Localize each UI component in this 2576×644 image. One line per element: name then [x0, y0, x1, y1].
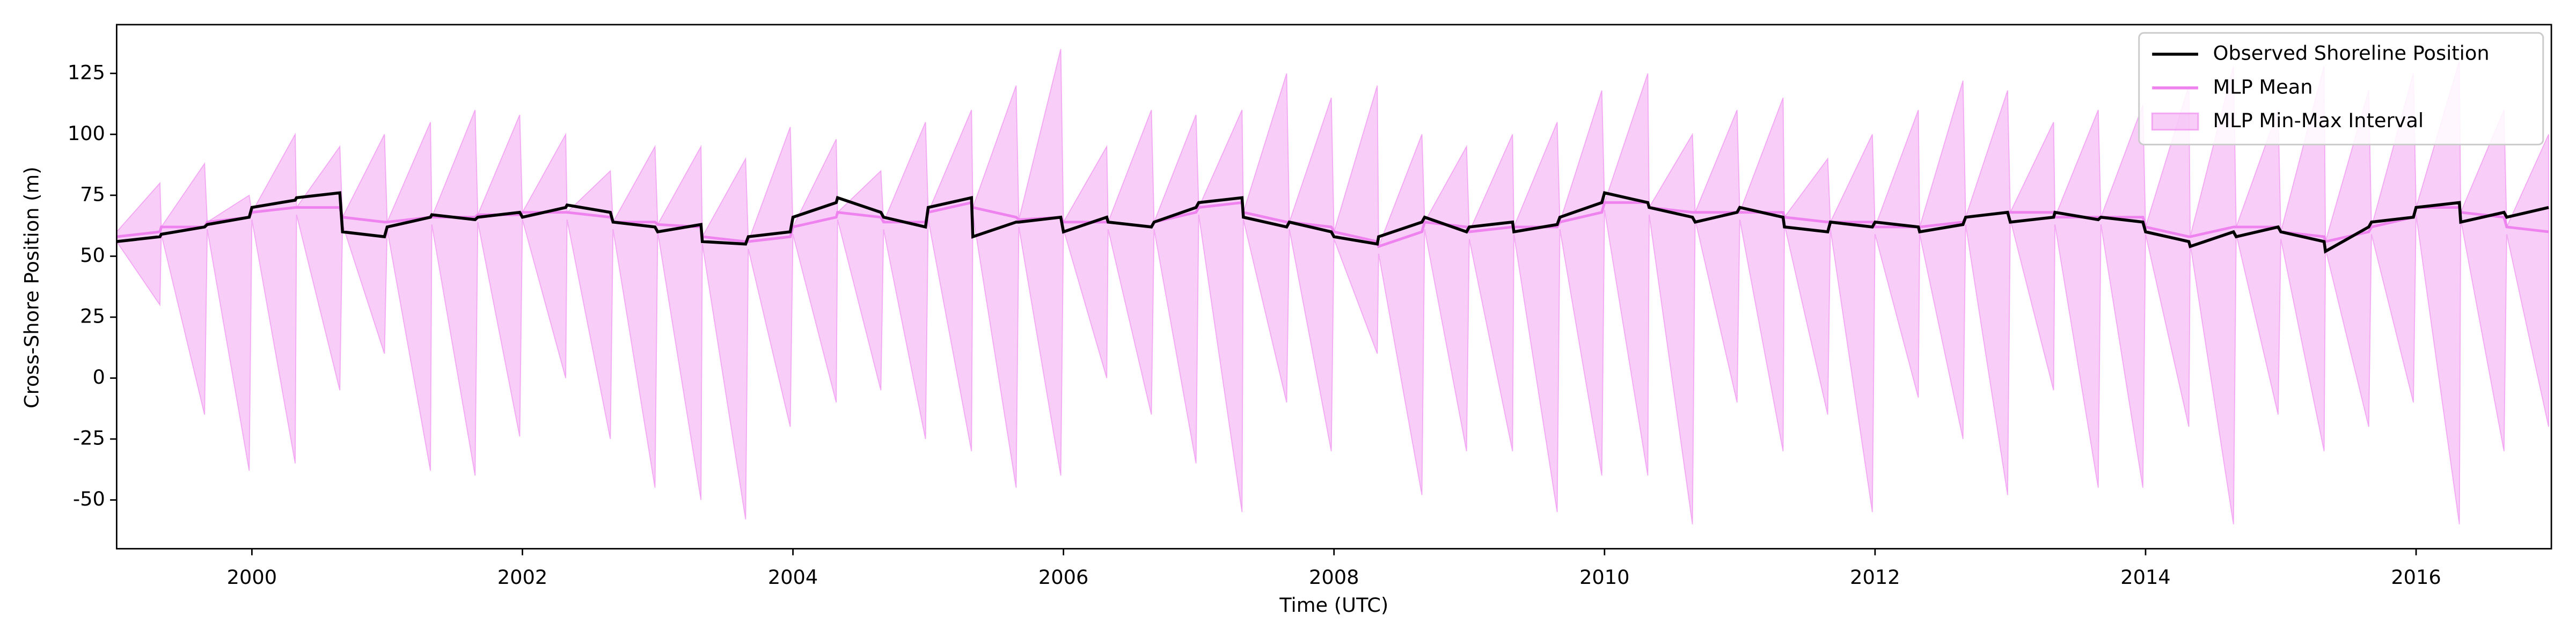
x-tick-label: 2010: [1579, 566, 1629, 589]
legend: Observed Shoreline Position MLP Mean MLP M…: [2138, 32, 2544, 145]
x-tick-label: 2014: [2120, 566, 2170, 589]
series-line: [116, 201, 2549, 248]
legend-box: [2138, 32, 2544, 145]
y-tick-label: 25: [80, 304, 105, 327]
y-tick-label: 0: [93, 365, 105, 389]
x-tick-label: 2016: [2391, 566, 2441, 589]
legend-label: MLP Mean: [2213, 75, 2312, 98]
legend-patch: [2151, 112, 2199, 131]
series-line: [116, 191, 2549, 254]
y-tick-label: 100: [68, 122, 105, 145]
legend-label: Observed Shoreline Position: [2213, 42, 2489, 65]
x-tick-label: 2002: [497, 566, 547, 589]
y-axis-label: Cross-Shore Position (m): [20, 166, 43, 408]
y-tick-label: 50: [80, 244, 105, 267]
x-tick-label: 2000: [227, 566, 277, 589]
legend-label: MLP Min-Max Interval: [2213, 109, 2424, 132]
x-tick-label: 2012: [1850, 566, 1900, 589]
y-tick-label: -50: [73, 487, 105, 510]
y-tick-label: -25: [73, 427, 105, 450]
y-tick-label: 125: [68, 61, 105, 84]
x-tick-label: 2008: [1309, 566, 1359, 589]
x-tick-label: 2004: [768, 566, 818, 589]
plot-area: [116, 49, 2549, 525]
x-tick-label: 2006: [1038, 566, 1088, 589]
x-axis-label: Time (UTC): [1279, 594, 1388, 617]
y-tick-label: 75: [80, 182, 105, 206]
